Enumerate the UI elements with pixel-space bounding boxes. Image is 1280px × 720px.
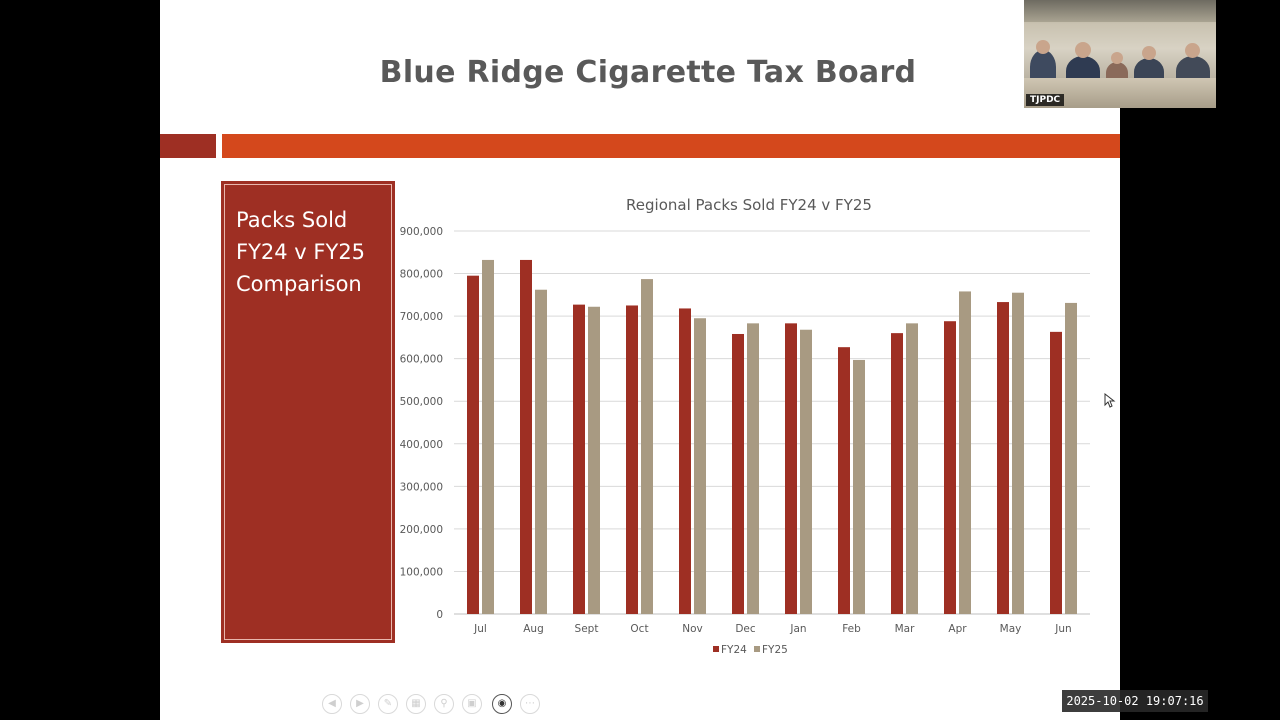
bar-fy25-jun xyxy=(1065,302,1077,614)
bar-fy25-apr xyxy=(959,291,971,614)
bar-fy24-oct xyxy=(626,305,638,614)
video-ceiling xyxy=(1024,0,1216,22)
bar-fy24-aug xyxy=(520,259,532,614)
recording-timestamp: 2025-10-02 19:07:16 xyxy=(1062,690,1208,712)
x-tick-label: Mar xyxy=(895,623,915,635)
side-title-text: Packs Sold FY24 v FY25 Comparison xyxy=(236,208,366,296)
side-title-box: Packs Sold FY24 v FY25 Comparison xyxy=(221,181,395,643)
bar-fy25-nov xyxy=(694,318,706,614)
bar-fy25-feb xyxy=(853,359,865,614)
y-tick-label: 0 xyxy=(436,609,443,621)
x-tick-label: Feb xyxy=(842,623,861,635)
bar-fy24-jun xyxy=(1050,331,1062,614)
x-tick-label: Oct xyxy=(630,623,648,635)
zoom-icon[interactable]: ⚲ xyxy=(434,694,454,714)
participant-head xyxy=(1185,43,1200,58)
participant-head xyxy=(1075,42,1091,58)
presentation-slide: Blue Ridge Cigarette Tax Board Packs Sol… xyxy=(160,0,1120,720)
mouse-cursor-icon xyxy=(1104,393,1116,408)
next-slide-icon[interactable]: ▶ xyxy=(350,694,370,714)
chart-bars xyxy=(467,259,1077,614)
participant-head xyxy=(1142,46,1156,60)
participant-head xyxy=(1111,52,1123,64)
side-title-box-border xyxy=(224,184,392,640)
legend-label-fy24: FY24 xyxy=(721,644,747,656)
y-tick-label: 400,000 xyxy=(400,439,443,451)
bar-fy24-jul xyxy=(467,275,479,614)
legend-label-fy25: FY25 xyxy=(762,644,788,656)
bar-fy25-aug xyxy=(535,289,547,614)
x-tick-label: Sept xyxy=(575,623,599,635)
y-tick-label: 200,000 xyxy=(400,524,443,536)
y-tick-label: 800,000 xyxy=(400,269,443,281)
x-tick-label: May xyxy=(1000,623,1022,635)
bar-fy25-sept xyxy=(588,306,600,614)
slides-grid-icon[interactable]: ▦ xyxy=(406,694,426,714)
legend-swatch-fy25 xyxy=(754,646,760,652)
x-axis-tick-labels: Jul Aug Sept Oct Nov Dec Jan Feb Mar Apr May Jun xyxy=(473,623,1072,635)
y-tick-label: 300,000 xyxy=(400,481,443,493)
y-tick-label: 600,000 xyxy=(400,354,443,366)
bar-fy24-may xyxy=(997,302,1009,614)
pen-icon[interactable]: ✎ xyxy=(378,694,398,714)
bar-fy25-may xyxy=(1012,292,1024,614)
camera-icon[interactable]: ◉ xyxy=(492,694,512,714)
header-accent-small xyxy=(160,134,216,158)
slide-title: Blue Ridge Cigarette Tax Board xyxy=(379,55,917,90)
bar-fy25-jul xyxy=(482,259,494,614)
x-tick-label: Dec xyxy=(735,623,756,635)
x-tick-label: Jan xyxy=(789,623,806,635)
more-options-icon[interactable]: ⋯ xyxy=(520,694,540,714)
chart-legend: FY24 FY25 xyxy=(713,644,788,656)
y-tick-label: 500,000 xyxy=(400,396,443,408)
bar-chart: Regional Packs Sold FY24 v FY25 0 100,000… xyxy=(400,196,1090,656)
chart-title: Regional Packs Sold FY24 v FY25 xyxy=(626,196,872,214)
y-tick-label: 700,000 xyxy=(400,311,443,323)
bar-fy25-dec xyxy=(747,323,759,614)
bar-fy25-oct xyxy=(641,279,653,614)
bar-fy24-nov xyxy=(679,308,691,614)
header-accent-bar xyxy=(222,134,1120,158)
legend-swatch-fy24 xyxy=(713,646,719,652)
bar-fy24-mar xyxy=(891,333,903,614)
subtitles-icon[interactable]: ▣ xyxy=(462,694,482,714)
participant-video-thumbnail[interactable]: TJPDC xyxy=(1024,0,1216,108)
bar-fy25-jan xyxy=(800,329,812,614)
bar-fy24-dec xyxy=(732,333,744,614)
x-tick-label: Apr xyxy=(948,623,967,635)
x-tick-label: Nov xyxy=(682,623,703,635)
x-tick-label: Jul xyxy=(473,623,487,635)
video-label: TJPDC xyxy=(1026,94,1065,106)
x-tick-label: Jun xyxy=(1054,623,1071,635)
y-tick-label: 100,000 xyxy=(400,566,443,578)
participant-head xyxy=(1036,40,1050,54)
chart-gridlines xyxy=(454,230,1090,615)
y-tick-label: 900,000 xyxy=(400,226,443,238)
bar-fy24-sept xyxy=(573,304,585,614)
y-axis-tick-labels: 0 100,000 200,000 300,000 400,000 500,000 600,… xyxy=(400,226,443,621)
previous-slide-icon[interactable]: ◀ xyxy=(322,694,342,714)
x-tick-label: Aug xyxy=(523,623,544,635)
bar-fy24-feb xyxy=(838,347,850,614)
bar-fy25-mar xyxy=(906,323,918,614)
bar-fy24-jan xyxy=(785,323,797,614)
bar-fy24-apr xyxy=(944,321,956,614)
